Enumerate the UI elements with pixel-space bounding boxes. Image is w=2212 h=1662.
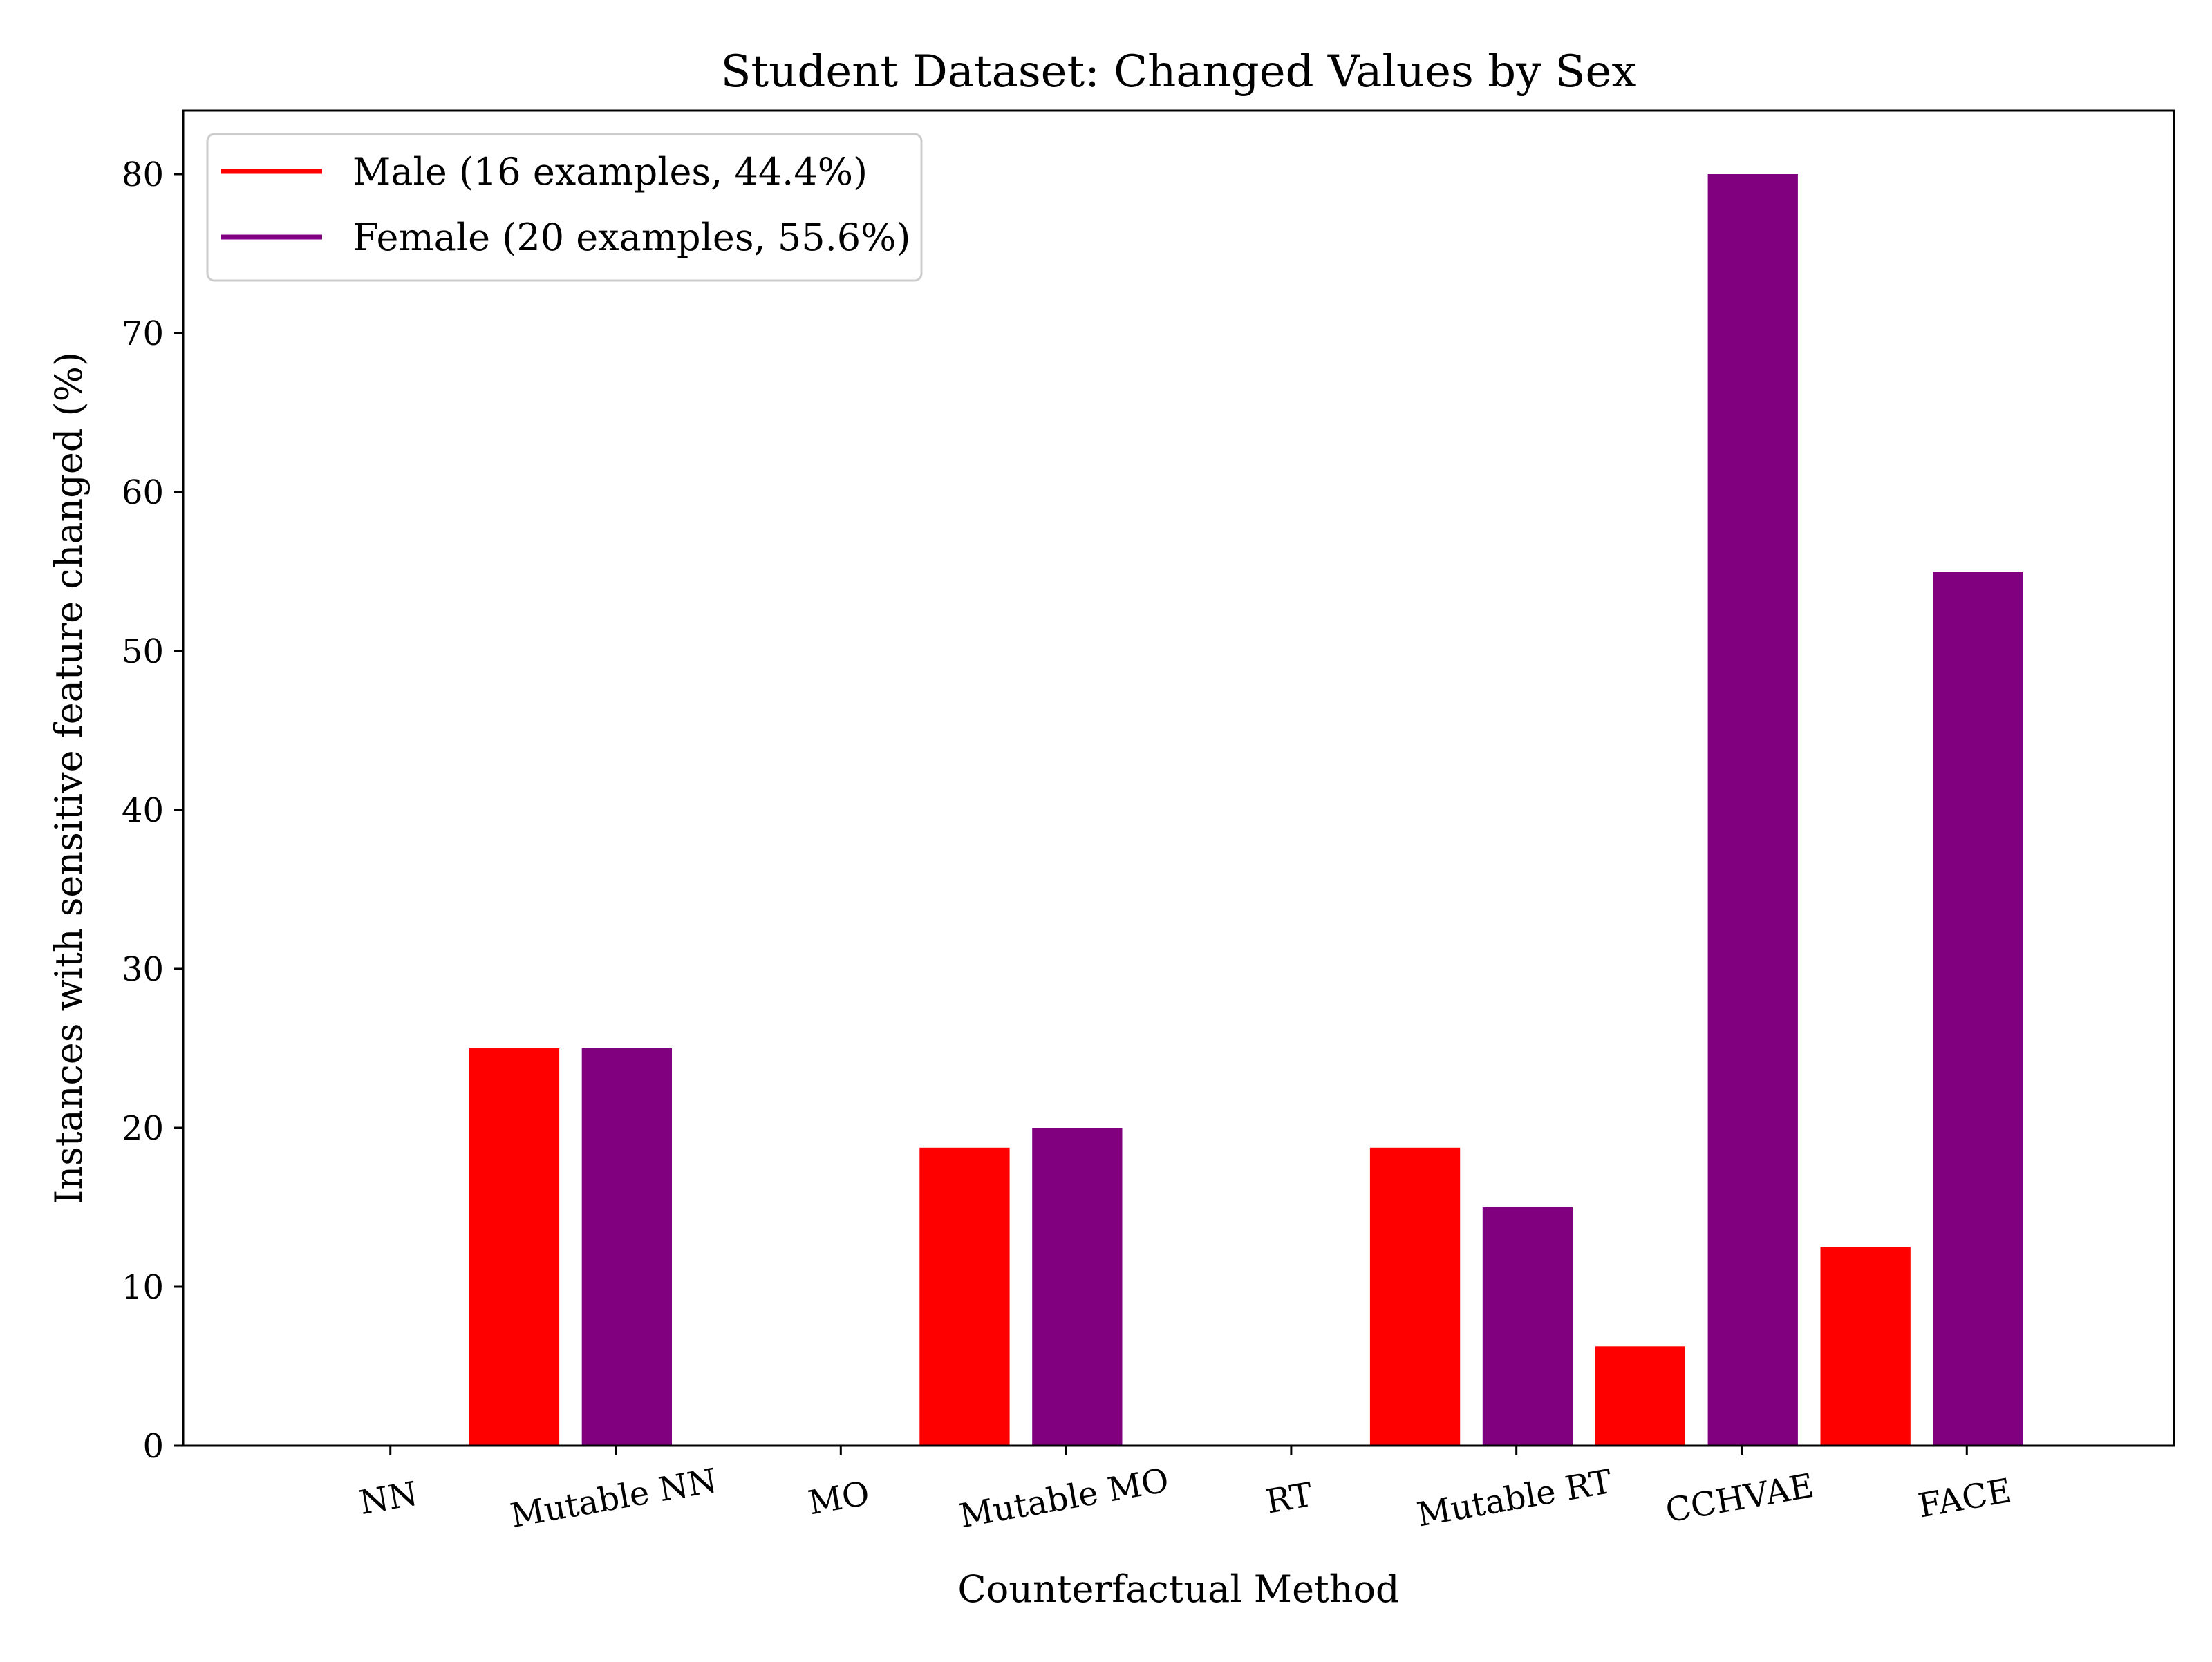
- x-axis-label: Counterfactual Method: [957, 1567, 1399, 1611]
- x-axis: NN Mutable NN MO Mutable MO RT Mutable RT CCHV…: [357, 1446, 2014, 1536]
- x-tick-label: Mutable RT: [1414, 1462, 1615, 1535]
- plot-frame: [182, 109, 2175, 1447]
- y-axis: 0 10 20 30 40 50 60 70 80: [122, 155, 183, 1466]
- chart-title: Student Dataset: Changed Values by Sex: [721, 46, 1637, 97]
- y-tick-label: 20: [122, 1109, 164, 1148]
- y-tick-label: 40: [122, 791, 164, 830]
- x-tick-label: RT: [1263, 1475, 1315, 1522]
- bar-female-face: [1933, 572, 2023, 1446]
- legend: Male (16 examples, 44.4%) Female (20 exa…: [206, 133, 923, 282]
- bar-female-mutable-nn: [581, 1048, 672, 1446]
- y-tick-label: 50: [122, 632, 164, 671]
- x-tick-label: MO: [805, 1474, 872, 1523]
- bar-male-mutable-nn: [469, 1048, 560, 1446]
- y-tick-label: 30: [122, 950, 164, 989]
- y-tick-label: 80: [122, 155, 164, 194]
- bar-male-cchvae: [1595, 1346, 1685, 1446]
- y-tick-label: 60: [122, 473, 164, 512]
- bar-male-mutable-mo: [919, 1147, 1010, 1446]
- x-tick-label: CCHVAE: [1662, 1466, 1817, 1531]
- bar-male-mutable-rt: [1369, 1147, 1461, 1446]
- bar-female-mutable-rt: [1482, 1207, 1573, 1446]
- x-tick-label: Mutable NN: [507, 1461, 720, 1536]
- y-tick-label: 70: [122, 314, 164, 353]
- bar-male-face: [1820, 1247, 1911, 1446]
- bars-group: [469, 174, 2023, 1446]
- bar-female-mutable-mo: [1032, 1128, 1123, 1446]
- x-tick-label: FACE: [1915, 1471, 2014, 1526]
- y-tick-label: 0: [142, 1427, 164, 1466]
- x-tick-label: NN: [357, 1474, 420, 1522]
- legend-label-female: Female (20 examples, 55.6%): [353, 216, 910, 259]
- y-axis-label: Instances with sensitive feature changed…: [47, 352, 91, 1205]
- legend-box: [206, 133, 923, 282]
- y-tick-label: 10: [122, 1268, 164, 1307]
- legend-label-male: Male (16 examples, 44.4%): [353, 150, 868, 193]
- x-tick-label: Mutable MO: [957, 1461, 1172, 1536]
- bar-female-cchvae: [1707, 174, 1798, 1446]
